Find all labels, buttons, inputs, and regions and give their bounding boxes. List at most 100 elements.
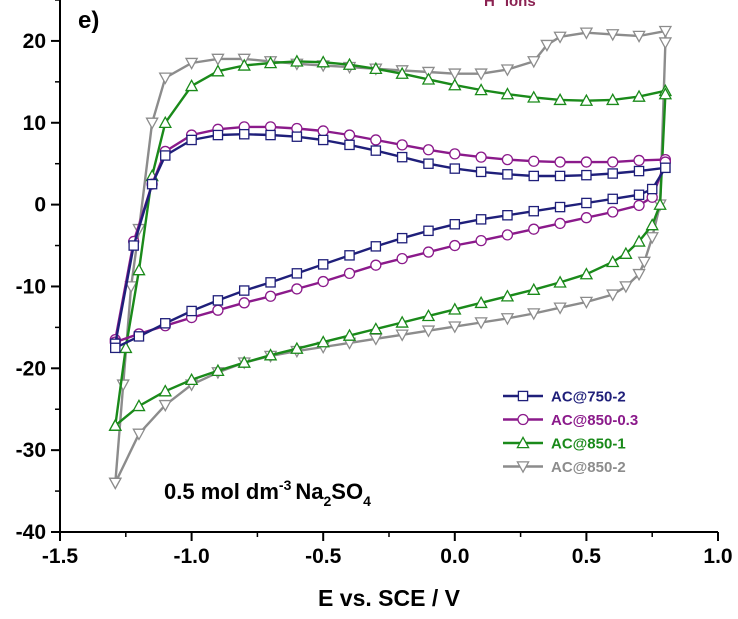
triangle-up-marker bbox=[263, 348, 278, 361]
circle-marker bbox=[343, 267, 356, 280]
circle-marker bbox=[370, 134, 382, 146]
legend-label: AC@850-1 bbox=[551, 436, 626, 453]
triangle-down-marker bbox=[448, 68, 462, 81]
square-marker bbox=[607, 168, 618, 179]
legend-entry: AC@850-0.3 bbox=[503, 412, 638, 429]
circle-marker bbox=[607, 206, 619, 218]
series-AC@750-2 bbox=[110, 128, 671, 354]
legend-label: AC@850-2 bbox=[551, 459, 626, 476]
legend-label: AC@850-0.3 bbox=[551, 412, 638, 429]
triangle-up-marker bbox=[474, 295, 488, 309]
triangle-down-marker bbox=[579, 296, 594, 309]
square-marker bbox=[133, 331, 145, 342]
triangle-up-marker bbox=[342, 57, 357, 70]
legend-label: AC@750-2 bbox=[551, 389, 626, 406]
square-marker bbox=[423, 158, 434, 169]
triangle-down-marker bbox=[606, 29, 620, 42]
circle-marker bbox=[528, 155, 540, 167]
legend: AC@750-2 AC@850-0.3 AC@850-1 AC@850-2 bbox=[503, 389, 638, 476]
series-layer bbox=[108, 25, 673, 490]
ion-sup: + bbox=[495, 0, 501, 3]
x-tick-label: -1.5 bbox=[42, 545, 79, 568]
square-marker bbox=[502, 169, 513, 180]
triangle-up-marker bbox=[184, 372, 199, 386]
square-marker bbox=[317, 259, 329, 270]
triangle-down-marker bbox=[474, 68, 488, 81]
square-marker bbox=[502, 210, 513, 221]
x-tick-label: 0.0 bbox=[440, 545, 469, 568]
circle-marker bbox=[580, 212, 593, 224]
square-marker bbox=[370, 241, 382, 252]
ion-label: H bbox=[484, 0, 495, 10]
triangle-up-marker bbox=[500, 289, 515, 302]
x-tick-label: -0.5 bbox=[305, 545, 342, 568]
triangle-up-marker bbox=[369, 322, 383, 335]
square-marker bbox=[475, 214, 487, 225]
triangle-up-marker bbox=[516, 436, 530, 449]
triangle-down-marker bbox=[527, 308, 541, 321]
electrolyte-salt: Na bbox=[295, 479, 324, 504]
triangle-down-marker bbox=[500, 64, 515, 77]
triangle-down-marker bbox=[632, 268, 646, 282]
circle-marker bbox=[633, 154, 645, 167]
square-marker bbox=[212, 129, 224, 141]
circle-marker bbox=[580, 156, 593, 168]
ion-annotation: H+ ions bbox=[484, 0, 536, 10]
square-marker bbox=[646, 183, 658, 195]
legend-entry: AC@850-1 bbox=[503, 436, 626, 453]
circle-marker bbox=[396, 139, 408, 151]
triangle-up-marker bbox=[645, 218, 659, 231]
triangle-up-marker bbox=[448, 78, 462, 91]
triangle-down-marker bbox=[579, 27, 594, 40]
triangle-down-marker bbox=[632, 30, 646, 43]
square-marker bbox=[449, 163, 461, 174]
circle-marker bbox=[475, 151, 487, 163]
x-tick-label: 1.0 bbox=[703, 545, 732, 568]
triangle-up-marker bbox=[632, 89, 646, 102]
triangle-up-marker bbox=[421, 72, 436, 85]
y-tick-label: -30 bbox=[16, 439, 46, 462]
square-marker bbox=[160, 318, 171, 329]
circle-marker bbox=[396, 252, 408, 265]
square-marker bbox=[238, 128, 250, 140]
circle-marker bbox=[475, 234, 487, 247]
square-marker bbox=[146, 178, 158, 190]
circle-marker bbox=[317, 125, 329, 137]
triangle-up-marker bbox=[119, 340, 133, 354]
triangle-up-marker bbox=[263, 56, 278, 69]
square-marker bbox=[475, 166, 487, 178]
x-tick-label: -1.0 bbox=[174, 545, 210, 568]
triangle-down-marker bbox=[516, 461, 530, 474]
circle-marker bbox=[449, 148, 461, 160]
circle-marker bbox=[370, 259, 382, 271]
triangle-down-marker bbox=[474, 317, 488, 330]
ion-rest: ions bbox=[501, 0, 536, 10]
triangle-up-marker bbox=[369, 61, 383, 75]
square-marker bbox=[396, 232, 408, 244]
square-marker bbox=[344, 139, 355, 151]
square-marker bbox=[581, 197, 592, 209]
triangle-down-marker bbox=[124, 281, 138, 294]
square-marker bbox=[186, 305, 197, 317]
square-marker bbox=[128, 240, 139, 251]
triangle-up-marker bbox=[342, 328, 357, 341]
triangle-up-marker bbox=[316, 335, 330, 348]
y-tick-label: 0 bbox=[34, 194, 46, 217]
triangle-up-marker bbox=[132, 399, 146, 412]
circle-marker bbox=[554, 156, 566, 168]
triangle-down-marker bbox=[619, 281, 633, 294]
square-marker bbox=[396, 151, 408, 163]
triangle-up-marker bbox=[316, 55, 330, 68]
triangle-down-marker bbox=[211, 53, 225, 66]
triangle-up-marker bbox=[448, 302, 462, 315]
square-marker bbox=[291, 131, 303, 142]
electrolyte-sub1: 2 bbox=[324, 493, 332, 509]
triangle-up-marker bbox=[606, 254, 620, 268]
triangle-down-marker bbox=[553, 302, 567, 315]
square-marker bbox=[660, 162, 671, 174]
triangle-down-marker bbox=[395, 329, 409, 342]
y-tick-label: -10 bbox=[16, 275, 46, 298]
triangle-down-marker bbox=[108, 477, 122, 490]
triangle-up-marker bbox=[290, 54, 304, 67]
